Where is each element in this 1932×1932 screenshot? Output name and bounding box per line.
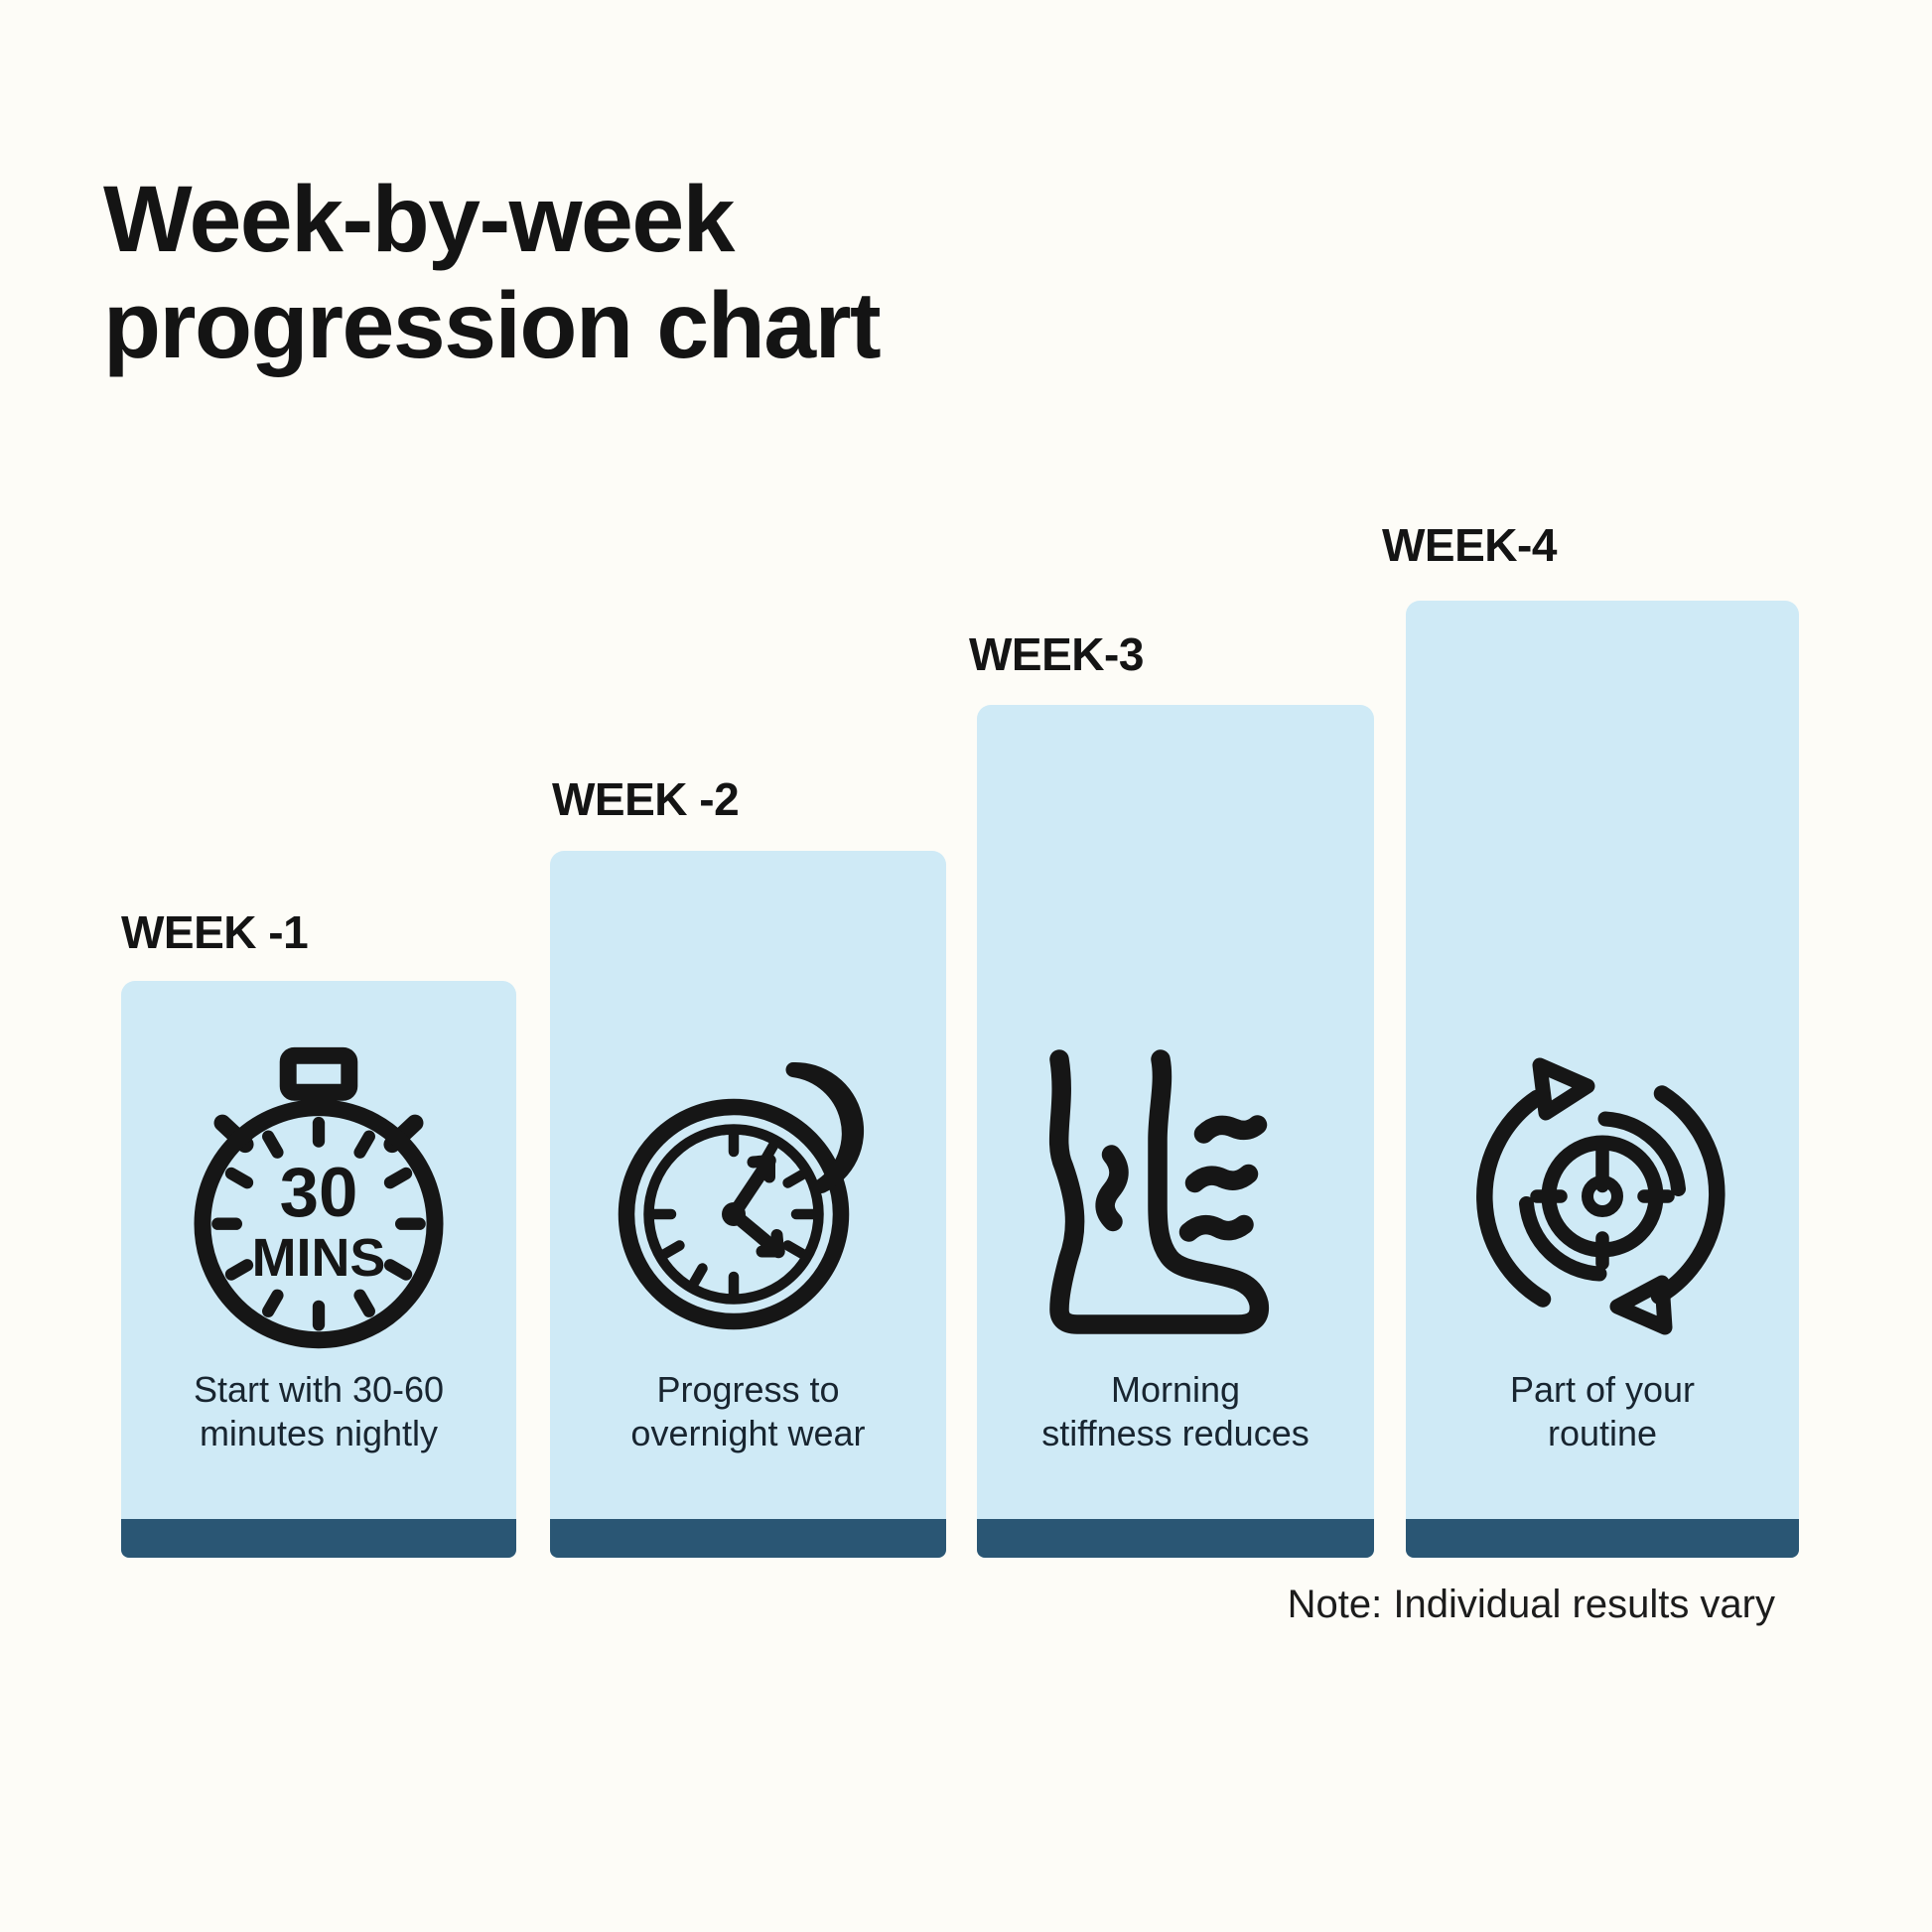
week-4-description: Part of your routine [1509,1368,1696,1454]
week-4-bar-base [1406,1519,1799,1558]
week-1-bar: 30 MINS Start with 30-60 minutes nightly [121,981,516,1558]
week-3-label: WEEK-3 [969,628,1144,680]
week-3-description: Morning stiffness reduces [1041,1368,1310,1454]
week-1-label: WEEK -1 [121,906,309,958]
clock-moon-icon [550,1047,946,1345]
week-2-bar: Progress to overnight wear [550,851,946,1558]
page-title: Week-by-week progression chart [103,167,882,379]
results-note: Note: Individual results vary [1287,1583,1775,1626]
week-4-label: WEEK-4 [1382,519,1557,571]
week-2-description: Progress to overnight wear [630,1368,866,1454]
week-3-bar: Morning stiffness reduces [977,705,1374,1558]
routine-cycle-icon [1406,1047,1799,1345]
week-1-bar-base [121,1519,516,1558]
stopwatch-30-text: 30 [280,1154,358,1232]
stopwatch-30-mins-icon: 30 MINS [121,1046,516,1349]
week-2-bar-base [550,1519,946,1558]
week-2-label: WEEK -2 [552,773,740,825]
week-1-description: Start with 30-60 minutes nightly [193,1368,445,1454]
week-3-bar-base [977,1519,1374,1558]
week-4-bar: Part of your routine [1406,601,1799,1558]
stopwatch-mins-text: MINS [252,1228,386,1288]
leg-stiffness-icon [977,1047,1374,1345]
